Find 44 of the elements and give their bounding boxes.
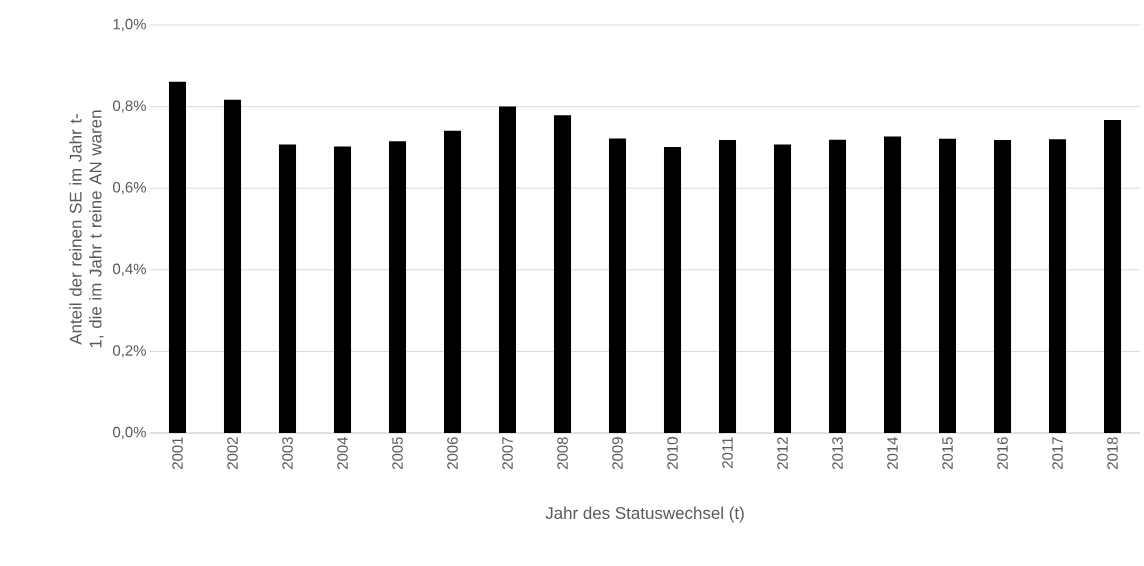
x-tick-label: 2007 (502, 437, 513, 470)
bar (278, 144, 297, 433)
bar (168, 81, 187, 433)
x-tick-label: 2013 (832, 437, 843, 470)
x-tick-label: 2018 (1107, 437, 1118, 470)
y-tick-label: 0,8% (113, 100, 146, 113)
x-tick-label: 2006 (447, 437, 458, 470)
bar (223, 99, 242, 433)
x-tick-label: 2017 (1052, 437, 1063, 470)
bar (443, 130, 462, 433)
bar (333, 146, 352, 433)
y-tick-label: 0,6% (113, 182, 146, 195)
x-tick-label: 2010 (667, 437, 678, 470)
bar (828, 139, 847, 433)
bar (553, 115, 572, 433)
x-tick-label: 2016 (997, 437, 1008, 470)
bar (498, 106, 517, 433)
y-axis-title: Anteil der reinen SE im Jahr t-1, die im Jahr t reine AN waren (69, 110, 104, 348)
x-tick-label: 2008 (557, 437, 568, 470)
x-axis-title: Jahr des Statuswechsel (t) (545, 506, 744, 523)
bar (608, 138, 627, 433)
y-tick-label: 0,0% (113, 426, 146, 440)
x-tick-label: 2012 (777, 437, 788, 470)
bar (1103, 120, 1122, 433)
bar (773, 144, 792, 433)
x-tick-label: 2002 (227, 437, 238, 470)
bar (388, 141, 407, 433)
y-tick-label: 1,0% (113, 18, 146, 32)
x-tick-label: 2011 (722, 437, 733, 468)
bar (938, 138, 957, 433)
bar (663, 146, 682, 433)
x-tick-label: 2003 (282, 437, 293, 470)
x-tick-label: 2014 (887, 436, 898, 470)
x-tick-label: 2004 (337, 436, 348, 470)
y-tick-label: 0,2% (113, 345, 146, 358)
x-tick-label: 2005 (392, 437, 403, 470)
bar (883, 136, 902, 433)
bar (993, 140, 1012, 433)
bar (718, 140, 737, 433)
x-tick-label: 2009 (612, 437, 623, 470)
bar (1048, 139, 1067, 433)
x-tick-label: 2001 (172, 437, 183, 470)
x-tick-label: 2015 (942, 437, 953, 470)
y-tick-label: 0,4% (113, 263, 146, 276)
